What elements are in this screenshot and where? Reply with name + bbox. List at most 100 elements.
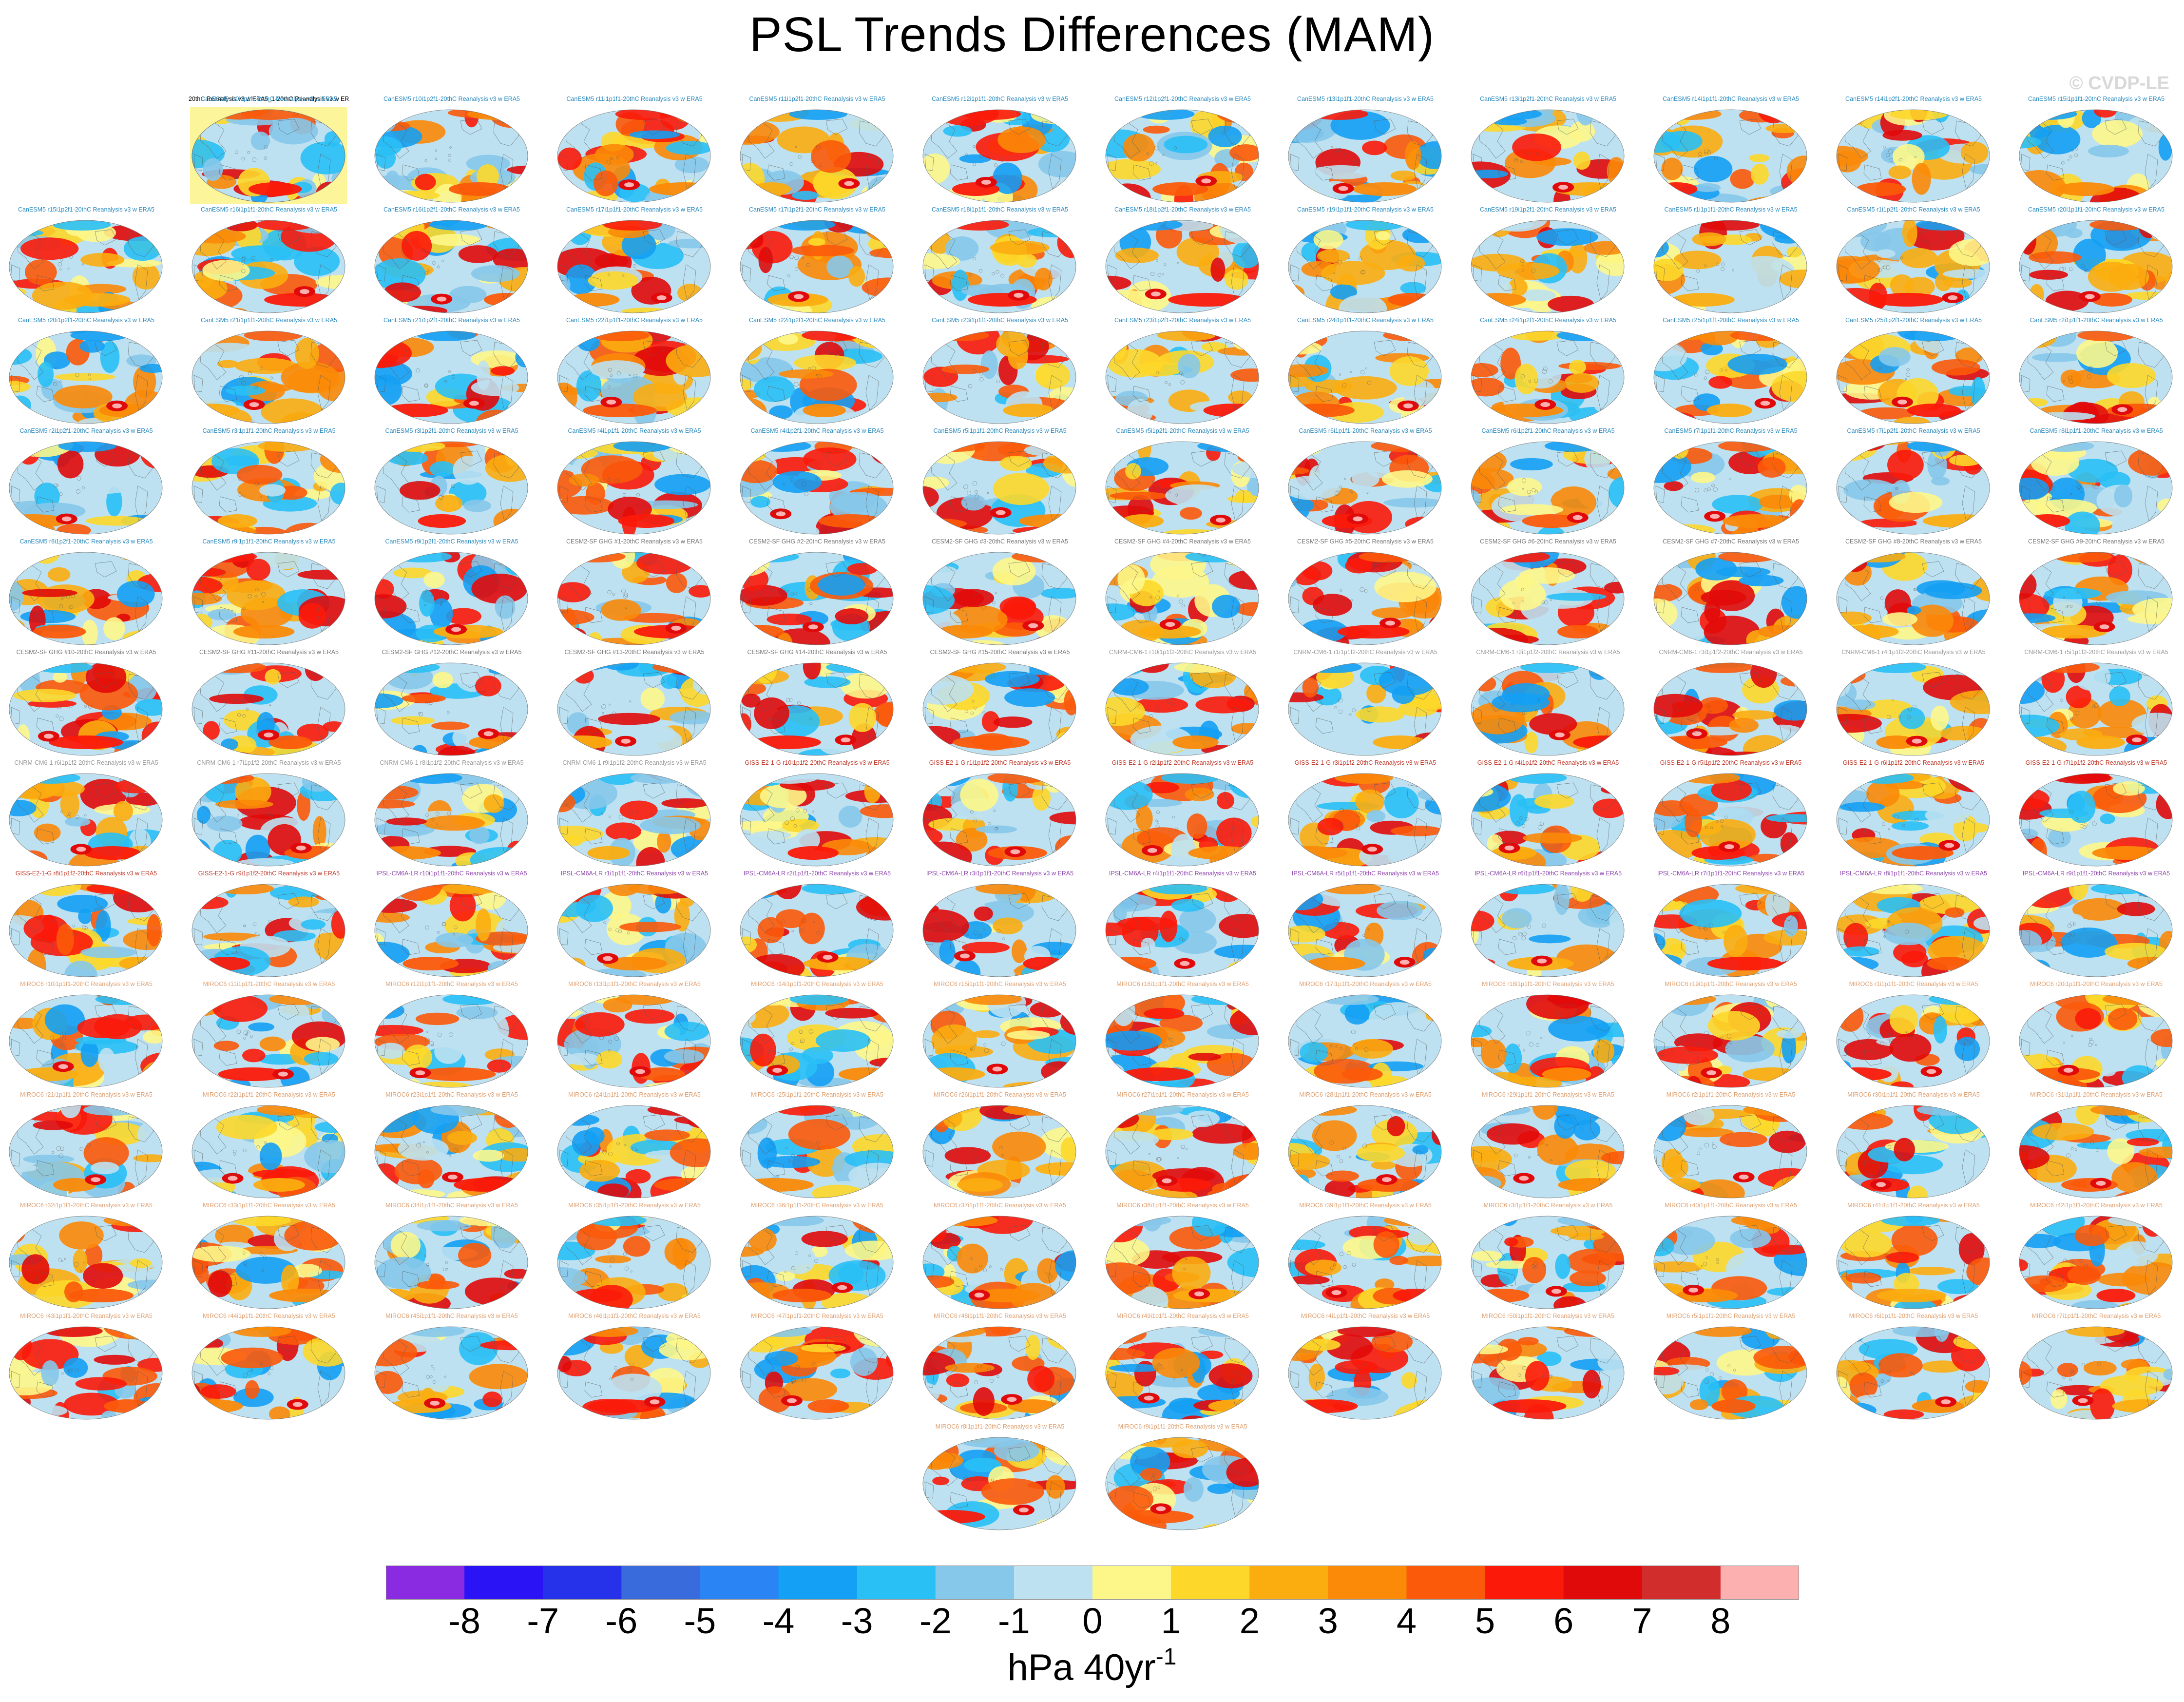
colorbar-segment bbox=[1485, 1566, 1564, 1600]
panel-title: CanESM5 r21i1p2f1-20thC Reanalysis v3 w … bbox=[383, 317, 520, 324]
trend-field bbox=[2019, 110, 2172, 202]
map-outline bbox=[740, 441, 894, 535]
map-outline bbox=[1105, 441, 1259, 535]
colorbar-tick-label: 1 bbox=[1161, 1601, 1181, 1641]
panel-title: CanESM5 r20i1p2f1-20thC Reanalysis v3 w … bbox=[18, 317, 154, 324]
map-outline bbox=[1288, 109, 1442, 203]
map-outline bbox=[1836, 884, 1990, 977]
colorbar-segment bbox=[700, 1566, 779, 1600]
colorbar-tick-label: -3 bbox=[841, 1601, 873, 1641]
trend-field bbox=[1106, 220, 1259, 313]
panel-title: MIROC6 r48i1p1f1-20thC Reanalysis v3 w E… bbox=[934, 1313, 1066, 1319]
panel-map bbox=[557, 330, 711, 424]
panel-map bbox=[922, 1105, 1076, 1199]
panel-title: MIROC6 r4i1p1f1-20thC Reanalysis v3 w ER… bbox=[1301, 1313, 1430, 1319]
panel-title: MIROC6 r47i1p1f1-20thC Reanalysis v3 w E… bbox=[751, 1313, 883, 1319]
panel-map bbox=[740, 1105, 894, 1199]
panel-title: MIROC6 r25i1p1f1-20thC Reanalysis v3 w E… bbox=[751, 1091, 883, 1098]
trend-field bbox=[1106, 442, 1259, 534]
trend-field bbox=[740, 995, 893, 1087]
trend-field bbox=[192, 1216, 345, 1309]
model-panel: GISS-E2-1-G r4i1p1f2-20thC Reanalysis v3… bbox=[1468, 759, 1628, 872]
trend-field bbox=[1471, 1216, 1624, 1309]
map-outline bbox=[2019, 220, 2173, 313]
panel-title: CNRM-CM6-1 r9i1p1f2-20thC Reanalysis v3 … bbox=[562, 759, 707, 766]
model-panel: CESM2-SF GHG #8-20thC Reanalysis v3 w ER… bbox=[1833, 538, 1994, 651]
panel-map bbox=[1288, 1326, 1442, 1420]
panel-title: CanESM5 r15i1p2f1-20thC Reanalysis v3 w … bbox=[18, 206, 154, 213]
trend-field bbox=[557, 1327, 710, 1419]
map-outline bbox=[2019, 1105, 2173, 1199]
colorbar-tick-label: -2 bbox=[919, 1601, 952, 1641]
panel-map bbox=[9, 1326, 163, 1420]
map-outline bbox=[1836, 994, 1990, 1088]
trend-field bbox=[9, 995, 162, 1087]
panel-title: MIROC6 r5i1p1f1-20thC Reanalysis v3 w ER… bbox=[1666, 1313, 1796, 1319]
panel-title: CESM2-SF GHG #11-20thC Reanalysis v3 w E… bbox=[199, 649, 339, 656]
trend-field bbox=[1471, 884, 1624, 977]
trend-field bbox=[1106, 1327, 1259, 1419]
panel-map bbox=[2019, 994, 2173, 1088]
panel-title: CanESM5 r23i1p1f1-20thC Reanalysis v3 w … bbox=[932, 317, 1068, 324]
model-panel: CanESM5 r5i1p2f1-20thC Reanalysis v3 w E… bbox=[1102, 427, 1263, 541]
map-outline bbox=[9, 773, 163, 867]
panel-map bbox=[1288, 1105, 1442, 1199]
panel-title: MIROC6 r2i1p1f1-20thC Reanalysis v3 w ER… bbox=[1666, 1091, 1796, 1098]
model-panel: MIROC6 r37i1p1f1-20thC Reanalysis v3 w E… bbox=[920, 1202, 1080, 1315]
trend-field bbox=[2019, 220, 2172, 313]
trend-field bbox=[1288, 331, 1441, 424]
trend-field bbox=[192, 884, 345, 977]
map-outline bbox=[1288, 1326, 1442, 1420]
map-outline bbox=[9, 662, 163, 756]
map-outline bbox=[1105, 1437, 1259, 1530]
map-outline bbox=[9, 552, 163, 645]
panel-title: CESM2-SF GHG #15-20thC Reanalysis v3 w E… bbox=[930, 649, 1070, 656]
trend-field bbox=[192, 1105, 345, 1198]
map-outline bbox=[192, 1326, 345, 1420]
panel-title: GISS-E2-1-G r1i1p1f2-20thC Reanalysis v3… bbox=[929, 759, 1071, 766]
model-panel: CESM2-SF GHG #3-20thC Reanalysis v3 w ER… bbox=[920, 538, 1080, 651]
model-panel: MIROC6 r14i1p1f1-20thC Reanalysis v3 w E… bbox=[737, 981, 898, 1094]
model-panel: CanESM5 r15i1p2f1-20thC Reanalysis v3 w … bbox=[6, 206, 167, 319]
map-outline bbox=[374, 441, 528, 535]
trend-field bbox=[375, 442, 528, 534]
panel-title: GISS-E2-1-G r10i1p1f2-20thC Reanalysis v… bbox=[745, 759, 890, 766]
panel-map bbox=[374, 884, 528, 977]
trend-field bbox=[1654, 1327, 1807, 1419]
trend-field bbox=[192, 1327, 345, 1419]
panel-title: GISS-E2-1-G r2i1p1f2-20thC Reanalysis v3… bbox=[1111, 759, 1254, 766]
model-panel: CESM2-SF GHG #9-20thC Reanalysis v3 w ER… bbox=[2016, 538, 2177, 651]
colorbar-tick-label: -4 bbox=[762, 1601, 795, 1641]
map-outline bbox=[1105, 552, 1259, 645]
panel-map bbox=[1288, 884, 1442, 977]
map-outline bbox=[1105, 773, 1259, 867]
model-panel: GISS-E2-1-G r3i1p1f2-20thC Reanalysis v3… bbox=[1285, 759, 1446, 872]
panel-map bbox=[1471, 884, 1625, 977]
model-panel: MIROC6 r39i1p1f1-20thC Reanalysis v3 w E… bbox=[1285, 1202, 1446, 1315]
model-panel: MIROC6 r16i1p1f1-20thC Reanalysis v3 w E… bbox=[1102, 981, 1263, 1094]
panel-title: MIROC6 r33i1p1f1-20thC Reanalysis v3 w E… bbox=[203, 1202, 335, 1209]
trend-field bbox=[1106, 110, 1259, 202]
trend-field bbox=[1837, 663, 1990, 755]
trend-field bbox=[1654, 552, 1807, 645]
panel-map bbox=[9, 994, 163, 1088]
credit-watermark: © CVDP-LE bbox=[2069, 73, 2169, 94]
panel-map bbox=[922, 330, 1076, 424]
panel-map bbox=[2019, 1105, 2173, 1199]
panel-map bbox=[1288, 773, 1442, 867]
panel-map bbox=[1288, 441, 1442, 535]
trend-field bbox=[1288, 774, 1441, 866]
panel-map bbox=[374, 1326, 528, 1420]
model-panel: IPSL-CM6A-LR r6i1p1f1-20thC Reanalysis v… bbox=[1468, 870, 1628, 983]
panel-map bbox=[374, 994, 528, 1088]
model-panel: CanESM5 r10i1p2f1-20thC Reanalysis v3 w … bbox=[371, 96, 532, 209]
map-outline bbox=[557, 662, 711, 756]
trend-field bbox=[1471, 442, 1624, 534]
panel-title: CanESM5 r25i1p2f1-20thC Reanalysis v3 w … bbox=[1845, 317, 1982, 324]
panel-title: IPSL-CM6A-LR r8i1p1f1-20thC Reanalysis v… bbox=[1839, 870, 1988, 877]
panel-map bbox=[192, 884, 345, 977]
map-outline bbox=[1836, 1216, 1990, 1309]
panel-map bbox=[374, 1216, 528, 1309]
page-title: PSL Trends Differences (MAM) bbox=[749, 7, 1435, 62]
panel-title: MIROC6 r14i1p1f1-20thC Reanalysis v3 w E… bbox=[751, 981, 883, 987]
